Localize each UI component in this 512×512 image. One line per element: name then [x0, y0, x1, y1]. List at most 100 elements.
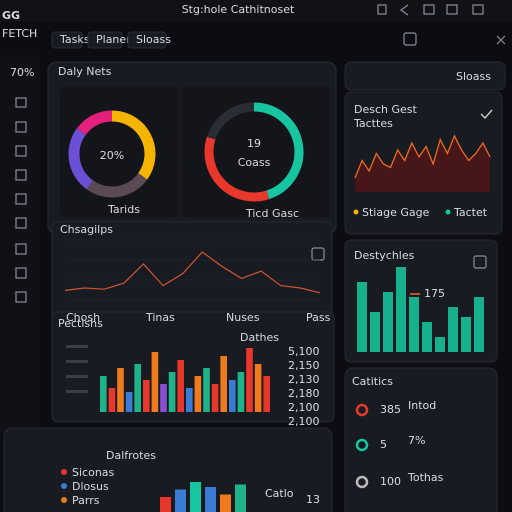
bar	[175, 489, 186, 512]
icon-check[interactable]	[480, 109, 493, 120]
bar	[370, 312, 380, 352]
bar	[177, 360, 184, 412]
tab-button[interactable]	[87, 31, 123, 49]
nav-chat[interactable]	[15, 291, 27, 303]
bar	[448, 307, 458, 352]
placeholder-text	[66, 375, 88, 378]
icon-calendar[interactable]	[403, 32, 417, 46]
placeholder-text	[66, 390, 88, 393]
donut-center: 20%	[100, 149, 124, 162]
bar	[435, 337, 445, 352]
tab-button[interactable]	[51, 31, 83, 49]
bar	[383, 292, 393, 352]
panel-title: Chsagilps	[60, 223, 113, 236]
bar	[229, 380, 236, 412]
donut-segment	[253, 102, 304, 200]
tag-label: Catlo	[265, 487, 294, 500]
bar	[117, 368, 124, 412]
stat-value: 100	[380, 475, 401, 488]
bar	[205, 487, 216, 512]
nav-gear[interactable]	[15, 217, 27, 229]
placeholder-text	[66, 360, 88, 363]
bar	[254, 364, 262, 412]
icon-close[interactable]	[496, 35, 506, 45]
bar	[160, 497, 171, 512]
panel-catitics	[344, 367, 498, 512]
stat-label: Intod	[408, 399, 436, 412]
side-label: 2,180	[288, 387, 320, 400]
bar	[125, 392, 133, 412]
legend-dot	[61, 469, 67, 475]
bar	[143, 380, 150, 412]
icon-mail[interactable]	[423, 4, 435, 15]
legend-dot	[61, 497, 67, 503]
bar	[396, 267, 406, 352]
bar	[237, 372, 245, 412]
panel-subtitle: Tacttes	[353, 117, 393, 130]
bar	[100, 376, 107, 412]
legend-label: Dlosus	[72, 480, 109, 493]
panel-title: Destychles	[354, 249, 415, 262]
legend-label: Parrs	[72, 494, 100, 507]
panel-title: Daly Nets	[58, 65, 112, 78]
nav-pin[interactable]	[15, 267, 27, 279]
annotation: 175	[424, 287, 445, 300]
nav-edit[interactable]	[15, 169, 27, 181]
bar	[474, 297, 484, 352]
nav-db[interactable]	[15, 145, 27, 157]
nav-home[interactable]	[15, 97, 27, 108]
x-label: Tinas	[145, 311, 175, 324]
legend-dot	[353, 209, 359, 215]
stat-label: 7%	[408, 434, 425, 447]
logo-subtitle: FETCH	[2, 27, 37, 40]
side-label: 2,150	[288, 359, 320, 372]
ring-legend: Ticd Gasc	[245, 207, 299, 220]
donut-segment	[111, 110, 156, 180]
donut-segment	[206, 102, 255, 140]
donut-legend: Tarids	[107, 203, 140, 216]
donut-segment	[76, 110, 113, 136]
stat-value: 5	[380, 438, 387, 451]
bar	[134, 364, 141, 412]
line-series	[64, 251, 321, 294]
sidebar	[0, 55, 40, 435]
panel-dalfrotes	[3, 427, 333, 512]
panel-title: Dalfrotes	[106, 449, 156, 462]
side-label: 2,100	[288, 401, 320, 414]
area-line	[354, 134, 491, 179]
tab-button[interactable]	[127, 31, 167, 49]
legend-label: Tactet	[453, 206, 488, 219]
bar	[160, 384, 167, 412]
icon-settings[interactable]	[472, 4, 484, 15]
bar	[186, 388, 193, 412]
icon-phone[interactable]	[377, 4, 387, 15]
icon-expand[interactable]	[473, 255, 487, 269]
logo: GG	[2, 9, 20, 22]
nav-box[interactable]	[15, 193, 27, 205]
nav-docs[interactable]	[15, 121, 27, 133]
side-stat: 70%	[10, 66, 34, 79]
x-label: Pass	[306, 311, 331, 324]
bar	[220, 494, 231, 512]
tab-label: Sloass	[136, 33, 171, 46]
panel-title: Pectlshs	[58, 317, 103, 330]
panel-filter	[344, 61, 506, 91]
side-label: 2,130	[288, 373, 320, 386]
bar	[235, 484, 246, 512]
side-label: 2,100	[288, 415, 320, 428]
icon-window[interactable]	[446, 4, 458, 15]
legend-dot	[445, 209, 451, 215]
icon-back[interactable]	[399, 4, 409, 16]
donut-segment	[86, 172, 148, 198]
pin-icon	[355, 475, 369, 489]
bar	[211, 384, 219, 412]
donut-segment	[68, 128, 94, 190]
panel-subtitle: Dathes	[240, 331, 279, 344]
nav-grid[interactable]	[15, 243, 27, 255]
bar	[168, 372, 176, 412]
app-title: Stg:hole Cathitnoset	[182, 3, 295, 16]
stat-label: Tothas	[407, 471, 444, 484]
tab-label: Planer	[96, 33, 131, 46]
